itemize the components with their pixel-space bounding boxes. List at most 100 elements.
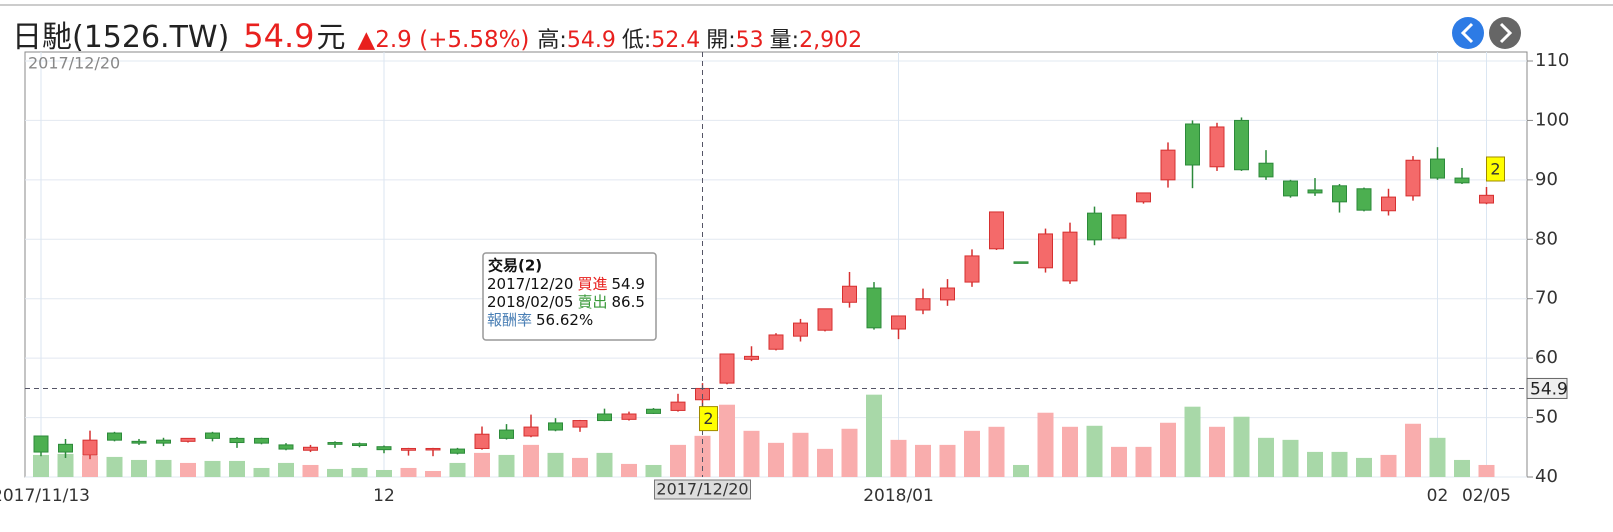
candle-body: [1454, 177, 1470, 184]
volume-bar: [253, 467, 270, 477]
volume-bar: [1331, 451, 1348, 477]
tooltip-return: 報酬率 56.62%: [487, 311, 593, 329]
candle-body: [499, 429, 514, 439]
plot-frame: [24, 51, 1528, 478]
candle-body: [1332, 185, 1347, 203]
candle-body: [58, 443, 73, 453]
trade-action: 買進: [577, 275, 607, 293]
candle-body: [793, 322, 808, 337]
volume-bar: [1037, 412, 1054, 477]
change: ▲2.9 (+5.58%): [357, 27, 530, 53]
trade-date: 2018/02/05: [487, 293, 573, 311]
trade-action: 賣出: [577, 293, 607, 311]
volume-bar: [1307, 451, 1323, 477]
volume-bar: [768, 442, 784, 477]
candle-body: [1405, 159, 1421, 197]
y-tick-label: 90: [1535, 169, 1558, 190]
candle-body: [817, 308, 833, 331]
trade-marker: [1486, 156, 1505, 182]
volume-bar: [498, 454, 515, 477]
candle-body: [1062, 231, 1078, 282]
volume-bar: [866, 394, 882, 477]
stat-label: 高:: [537, 28, 567, 53]
tooltip-row: 2018/02/05 賣出 86.5: [487, 293, 645, 311]
volume-bar: [670, 444, 686, 477]
candle-body: [82, 439, 98, 456]
volume-bar: [1013, 464, 1029, 477]
volume-bar: [1258, 437, 1274, 477]
x-tick-label: 2018/01: [863, 486, 934, 506]
return-label: 報酬率: [487, 311, 532, 329]
stat-label: 低:: [621, 28, 652, 53]
volume-bar: [425, 470, 441, 477]
candle-body: [597, 413, 612, 422]
volume-bar: [939, 444, 956, 477]
candle-body: [719, 353, 735, 384]
volume-bar: [33, 454, 49, 477]
volume-bar: [474, 452, 490, 477]
volume-bar: [327, 468, 343, 477]
volume-bar: [302, 464, 319, 477]
volume-bar: [817, 448, 833, 477]
stat-label: 開:: [706, 28, 736, 53]
trade-date: 2017/12/20: [487, 275, 573, 293]
volume-bar: [645, 464, 662, 477]
candle-body: [621, 413, 637, 420]
volume-bar: [890, 439, 907, 477]
volume-bar: [621, 463, 637, 477]
y-tick-label: 70: [1535, 288, 1558, 309]
volume-bar: [204, 460, 221, 477]
candle-body: [744, 355, 759, 360]
candle-body: [842, 285, 857, 303]
volume-bar: [1062, 426, 1078, 477]
candle-body: [1013, 261, 1029, 264]
stat-value: 53: [735, 28, 764, 53]
x-tick-label: 12: [373, 486, 395, 506]
candle-body: [180, 437, 196, 442]
volume-bar: [57, 453, 74, 477]
next-button[interactable]: [1489, 17, 1521, 49]
candle-body: [1185, 123, 1200, 166]
candle-body: [1038, 233, 1053, 269]
y-tick-label: 60: [1535, 347, 1558, 368]
volume-bar: [155, 459, 172, 477]
candle-body: [425, 447, 441, 451]
volume-bar: [351, 467, 368, 477]
prev-icon: [1460, 22, 1474, 44]
y-tick-label: 100: [1535, 109, 1569, 130]
volume-bar: [376, 469, 392, 477]
stats: 高:54.9 低:52.4 開:53 量:2,902: [537, 22, 862, 54]
volume-bar: [1356, 457, 1372, 477]
candle-body: [548, 422, 563, 431]
volume-bar: [1160, 422, 1176, 477]
prev-button[interactable]: [1452, 17, 1484, 49]
volume-bar: [1405, 423, 1421, 477]
y-tick-label: 40: [1535, 466, 1558, 487]
candle-body: [376, 446, 392, 451]
trade-marker: [699, 406, 718, 432]
x-tick-label: 02/05: [1462, 486, 1511, 506]
volume-bar: [572, 457, 588, 477]
candle-body: [670, 401, 686, 411]
candle-body: [964, 255, 980, 283]
candle-body: [131, 440, 147, 444]
volume-bar: [1454, 459, 1470, 477]
volume-bar: [82, 455, 98, 477]
next-icon: [1499, 22, 1513, 44]
trade-price: 86.5: [611, 293, 644, 311]
candle-body: [1356, 188, 1372, 211]
candle-body: [401, 447, 416, 451]
stat-value: 54.9: [566, 28, 616, 53]
volume-bar: [792, 432, 809, 477]
volume-bar: [1282, 439, 1299, 477]
volume-bar: [1184, 406, 1201, 477]
volume-bar: [1380, 454, 1397, 477]
volume-bar: [547, 452, 564, 477]
candle-body: [1209, 126, 1225, 168]
candle-body: [1111, 214, 1127, 239]
candle-body: [940, 287, 955, 301]
price-tag-label: 54.9: [1530, 379, 1568, 399]
price: 54.9: [243, 17, 315, 55]
candle-body: [474, 433, 490, 449]
